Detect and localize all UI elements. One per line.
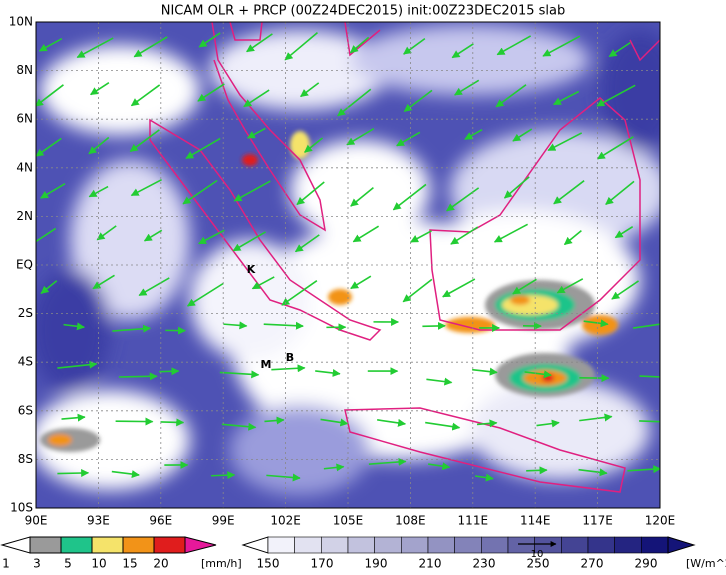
colorbar-box bbox=[295, 537, 322, 553]
colorbar-label: 1 bbox=[2, 557, 10, 571]
colorbar-box bbox=[61, 537, 92, 553]
colorbar-box bbox=[641, 537, 668, 553]
colorbar-box bbox=[561, 537, 588, 553]
lon-label: 114E bbox=[520, 514, 551, 528]
lon-label: 99E bbox=[212, 514, 235, 528]
colorbar-end bbox=[243, 537, 268, 553]
map-field bbox=[20, 22, 680, 508]
wind-arrow bbox=[211, 475, 234, 476]
lon-label: 117E bbox=[582, 514, 613, 528]
title: NICAM OLR + PRCP (00Z24DEC2015) init:00Z… bbox=[161, 4, 566, 19]
lat-label: EQ bbox=[16, 258, 33, 272]
colorbar-box bbox=[30, 537, 61, 553]
wind-arrow bbox=[160, 422, 183, 423]
lon-label: 102E bbox=[270, 514, 301, 528]
colorbar-box bbox=[455, 537, 482, 553]
colorbar-box bbox=[321, 537, 348, 553]
lat-label: 10S bbox=[10, 501, 33, 515]
place-label: M bbox=[261, 358, 272, 371]
lat-label: 6S bbox=[18, 403, 33, 417]
colorbar-label: 170 bbox=[311, 557, 334, 571]
colorbar-box bbox=[428, 537, 455, 553]
colorbar-box bbox=[268, 537, 295, 553]
colorbar-end bbox=[185, 537, 216, 553]
lat-label: 10N bbox=[9, 15, 33, 29]
lat-label: 6N bbox=[16, 112, 33, 126]
lon-label: 96E bbox=[149, 514, 172, 528]
vector-scale-label: 10 bbox=[531, 549, 544, 560]
colorbar-label: 5 bbox=[64, 557, 72, 571]
colorbar-label: 190 bbox=[365, 557, 388, 571]
colorbar-label: 10 bbox=[91, 557, 106, 571]
place-label: K bbox=[247, 263, 256, 276]
lat-label: 2S bbox=[18, 306, 33, 320]
colorbar-box bbox=[375, 537, 402, 553]
colorbar-label: 15 bbox=[122, 557, 137, 571]
colorbar-end bbox=[668, 537, 694, 553]
wind-arrow bbox=[159, 371, 178, 372]
colorbar-label: 20 bbox=[153, 557, 168, 571]
colorbar-box bbox=[92, 537, 123, 553]
colorbar-label: 290 bbox=[635, 557, 658, 571]
lon-label: 120E bbox=[645, 514, 676, 528]
lon-label: 111E bbox=[458, 514, 489, 528]
colorbar-unit: [mm/h] bbox=[201, 557, 242, 570]
colorbar-box bbox=[588, 537, 615, 553]
lon-label: 105E bbox=[333, 514, 364, 528]
colorbar-unit: [W/m^2] bbox=[686, 557, 726, 570]
colorbar-label: 270 bbox=[581, 557, 604, 571]
lon-label: 108E bbox=[395, 514, 426, 528]
colorbar-label: 3 bbox=[33, 557, 41, 571]
lat-label: 8S bbox=[18, 452, 33, 466]
lat-label: 8N bbox=[16, 63, 33, 77]
lat-label: 4S bbox=[18, 355, 33, 369]
wind-arrow bbox=[119, 376, 157, 377]
colorbar-box bbox=[348, 537, 375, 553]
wind-arrow bbox=[57, 473, 88, 474]
wind-arrow bbox=[526, 470, 547, 471]
lon-label: 90E bbox=[25, 514, 48, 528]
lat-label: 4N bbox=[16, 160, 33, 174]
colorbar-label: 210 bbox=[419, 557, 442, 571]
colorbar-end bbox=[2, 537, 30, 553]
colorbar-box bbox=[615, 537, 642, 553]
colorbar-box bbox=[481, 537, 508, 553]
lon-label: 93E bbox=[87, 514, 110, 528]
colorbar-box bbox=[123, 537, 154, 553]
colorbar-box bbox=[401, 537, 428, 553]
colorbar-box bbox=[154, 537, 185, 553]
lat-label: 2N bbox=[16, 209, 33, 223]
colorbar-label: 230 bbox=[473, 557, 496, 571]
place-label: B bbox=[286, 351, 294, 364]
colorbar-label: 150 bbox=[257, 557, 280, 571]
